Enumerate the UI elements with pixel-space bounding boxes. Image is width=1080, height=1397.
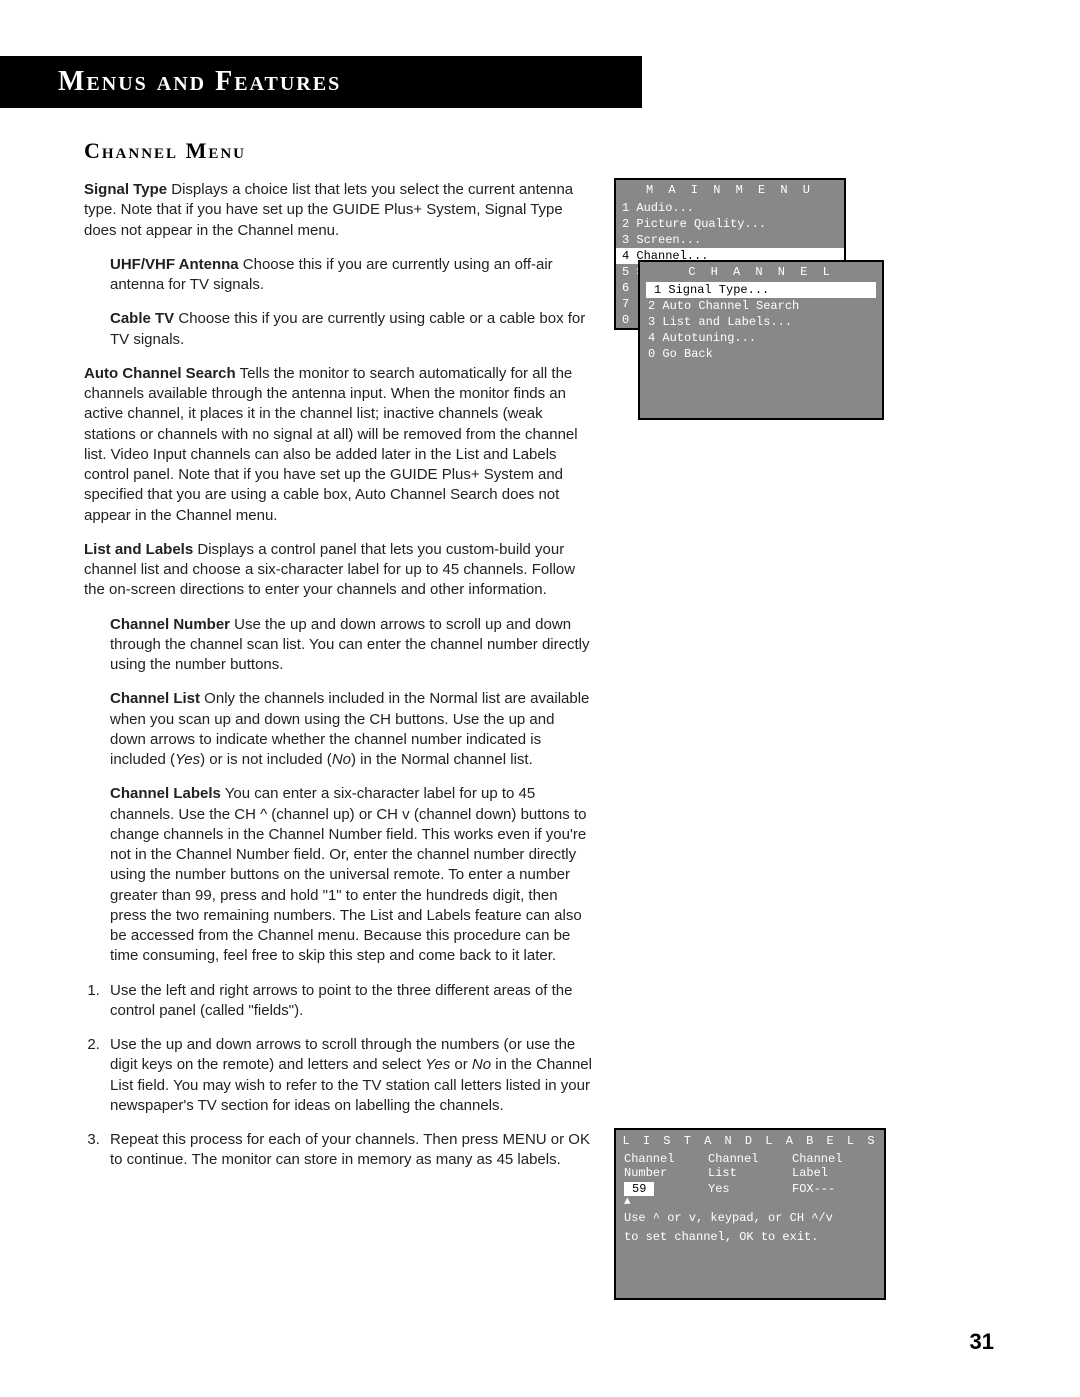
para-list-labels: List and Labels Displays a control panel…	[84, 540, 594, 601]
osd-channel-row-3: 4 Autotuning...	[640, 330, 882, 346]
osd-list-labels-headers-1: Channel Channel Channel	[616, 1152, 884, 1166]
osd-val-label: FOX---	[792, 1182, 876, 1196]
term-channel-list: Channel List	[110, 690, 200, 707]
step-2-yes: Yes	[425, 1056, 450, 1073]
section-title: Channel Menu	[84, 138, 246, 164]
osd-help-line-2: to set channel, OK to exit.	[616, 1230, 884, 1249]
body-text-column: Signal Type Displays a choice list that …	[84, 180, 594, 1185]
osd-col3-h1: Channel	[792, 1152, 876, 1166]
osd-channel-row-2: 3 List and Labels...	[640, 314, 882, 330]
step-1: Use the left and right arrows to point t…	[104, 981, 594, 1022]
osd-col3-h2: Label	[792, 1166, 876, 1180]
term-channel-number: Channel Number	[110, 616, 230, 633]
osd-help-line-1: Use ^ or v, keypad, or CH ^/v	[616, 1208, 884, 1230]
text-auto-search: Tells the monitor to search automaticall…	[84, 365, 578, 524]
term-uhf: UHF/VHF Antenna	[110, 256, 239, 273]
para-uhf: UHF/VHF Antenna Choose this if you are c…	[110, 255, 594, 296]
steps-list: Use the left and right arrows to point t…	[104, 981, 594, 1171]
step-2-no: No	[472, 1056, 491, 1073]
text-cable: Choose this if you are currently using c…	[110, 310, 585, 347]
term-auto-search: Auto Channel Search	[84, 365, 236, 382]
text-channel-list-3: ) in the Normal channel list.	[351, 751, 533, 768]
term-cable: Cable TV	[110, 310, 174, 327]
step-2: Use the up and down arrows to scroll thr…	[104, 1035, 594, 1116]
osd-main-row-1: 2 Picture Quality...	[616, 216, 844, 232]
text-channel-labels: You can enter a six-character label for …	[110, 785, 586, 964]
step-2-or: or	[450, 1056, 472, 1073]
osd-col2-h2: List	[708, 1166, 792, 1180]
para-auto-search: Auto Channel Search Tells the monitor to…	[84, 364, 594, 526]
no-italic: No	[332, 751, 351, 768]
osd-main-menu-title: M A I N M E N U	[616, 180, 844, 200]
chapter-header: Menus and Features	[0, 56, 642, 108]
step-3-text: Repeat this process for each of your cha…	[110, 1131, 590, 1168]
yes-italic: Yes	[175, 751, 200, 768]
text-channel-list-2: ) or is not included (	[200, 751, 332, 768]
osd-list-labels-values: 59 Yes FOX---	[616, 1182, 884, 1196]
term-signal-type: Signal Type	[84, 181, 167, 198]
osd-channel-submenu: C H A N N E L 1 Signal Type... 2 Auto Ch…	[638, 260, 884, 420]
osd-col1-h1: Channel	[624, 1152, 708, 1166]
osd-list-labels-headers-2: Number List Label	[616, 1166, 884, 1180]
para-channel-labels: Channel Labels You can enter a six-chara…	[110, 784, 594, 966]
step-1-text: Use the left and right arrows to point t…	[110, 982, 573, 1019]
osd-main-row-2: 3 Screen...	[616, 232, 844, 248]
para-channel-number: Channel Number Use the up and down arrow…	[110, 615, 594, 676]
term-channel-labels: Channel Labels	[110, 785, 221, 802]
osd-val-number-cell: 59	[624, 1182, 708, 1196]
osd-list-labels-title: L I S T A N D L A B E L S	[616, 1130, 884, 1152]
page-number: 31	[970, 1329, 994, 1355]
term-list-labels: List and Labels	[84, 541, 193, 558]
osd-channel-row-0: 1 Signal Type...	[646, 282, 876, 298]
osd-val-list: Yes	[708, 1182, 792, 1196]
osd-channel-title: C H A N N E L	[640, 262, 882, 282]
osd-main-row-0: 1 Audio...	[616, 200, 844, 216]
para-signal-type: Signal Type Displays a choice list that …	[84, 180, 594, 241]
step-3: Repeat this process for each of your cha…	[104, 1130, 594, 1171]
osd-channel-row-1: 2 Auto Channel Search	[640, 298, 882, 314]
osd-val-number: 59	[624, 1182, 654, 1196]
osd-channel-row-4: 0 Go Back	[640, 346, 882, 362]
osd-list-and-labels: L I S T A N D L A B E L S Channel Channe…	[614, 1128, 886, 1300]
para-channel-list: Channel List Only the channels included …	[110, 689, 594, 770]
osd-col1-h2: Number	[624, 1166, 708, 1180]
osd-col2-h1: Channel	[708, 1152, 792, 1166]
para-cable: Cable TV Choose this if you are currentl…	[110, 309, 594, 350]
chapter-title: Menus and Features	[58, 66, 341, 98]
up-arrow-icon: ▲	[616, 1196, 884, 1208]
